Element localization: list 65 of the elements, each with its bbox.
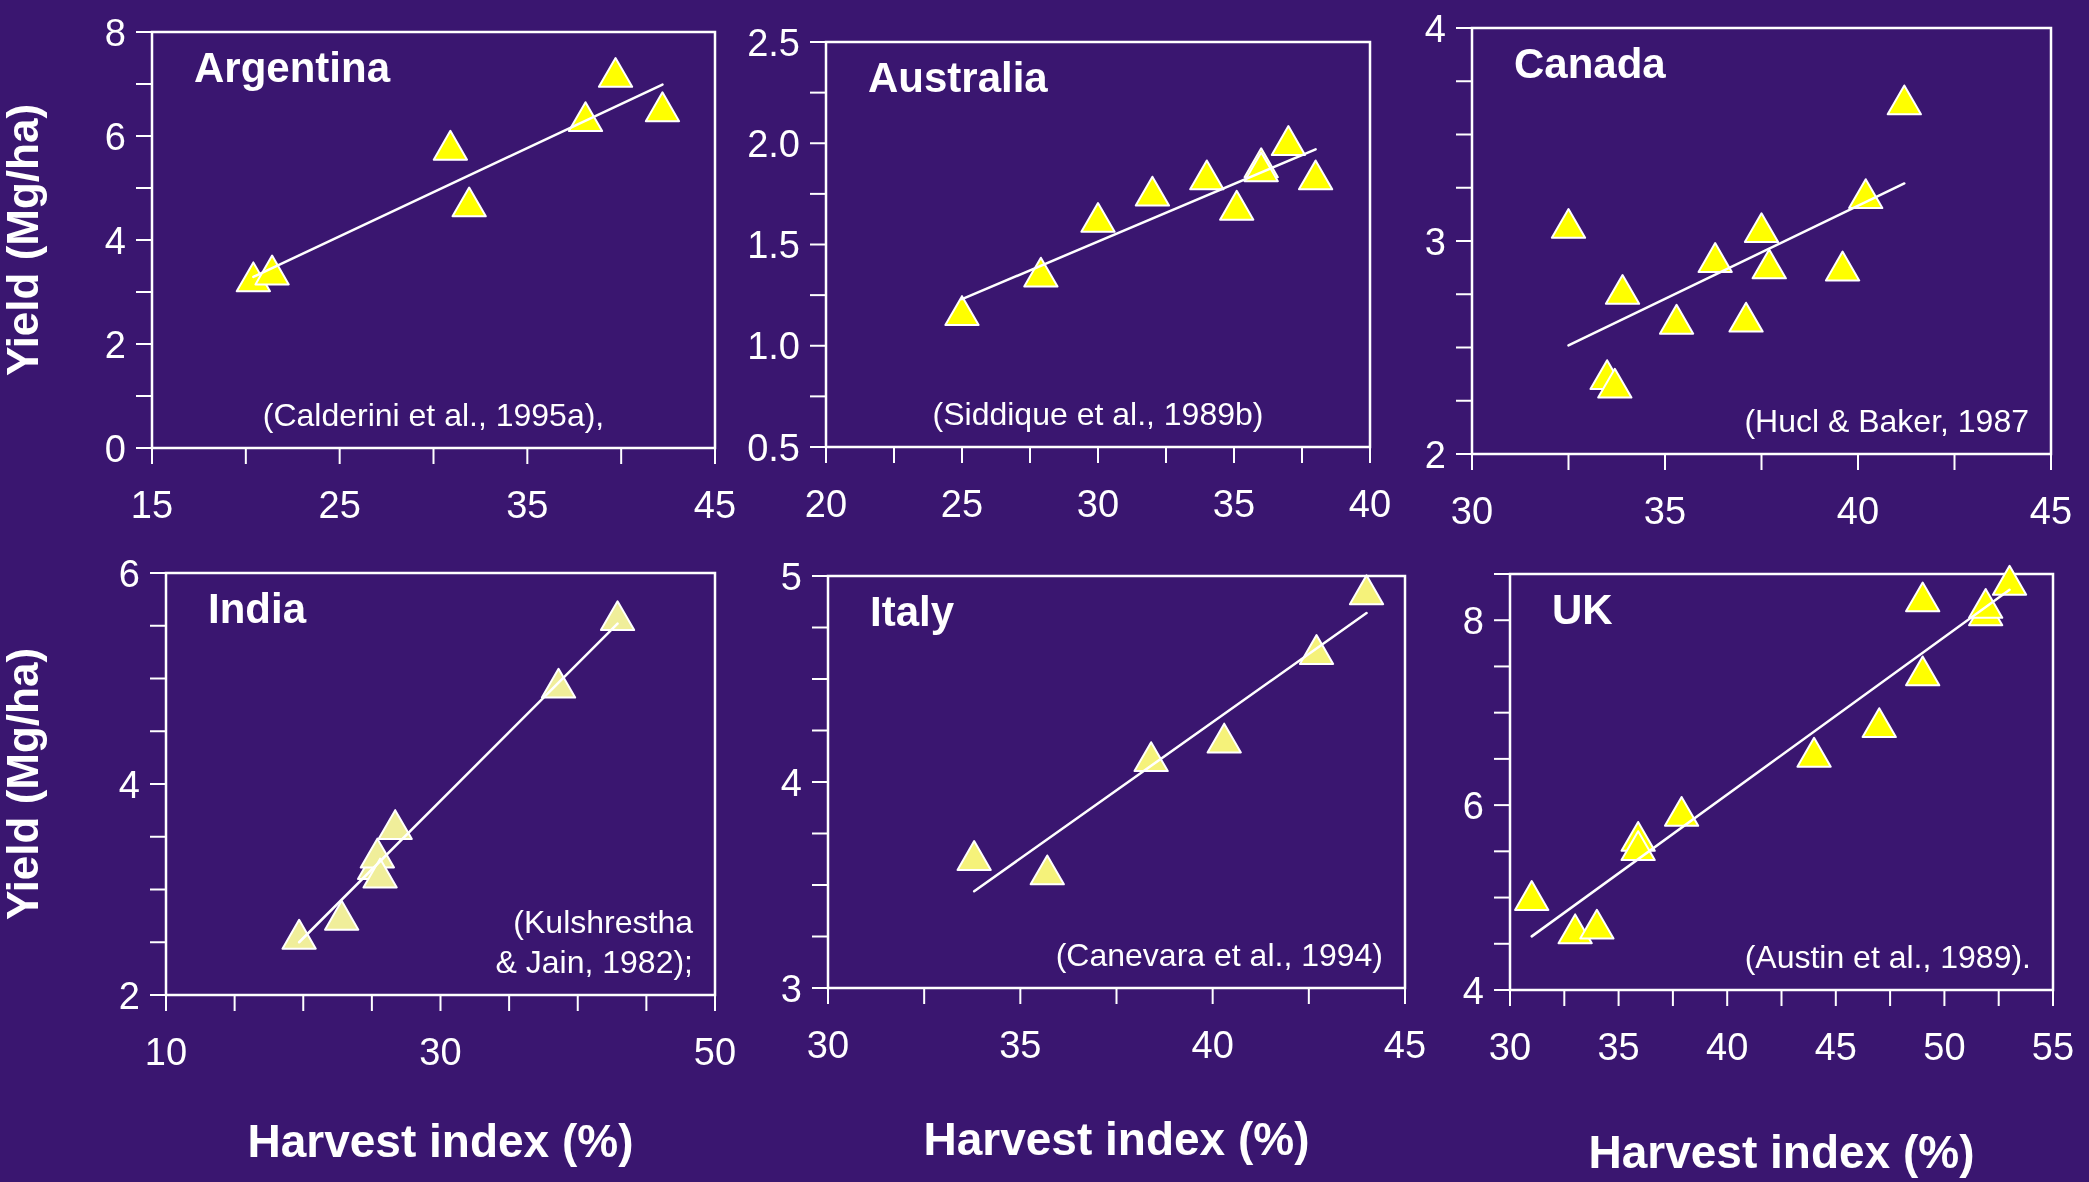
y-tick-label: 3: [1424, 220, 1446, 263]
y-tick-label: 0.5: [747, 426, 800, 469]
annotation: (Hucl & Baker, 1987: [1744, 403, 2029, 439]
x-tick-label: 50: [1923, 1026, 1966, 1068]
x-tick-label: 50: [693, 1031, 737, 1073]
y-tick-label: 2: [104, 323, 126, 366]
annotation: (Canevara et al., 1994): [1055, 937, 1383, 973]
y-tick-label: 4: [780, 761, 802, 804]
y-tick-label: 2.5: [747, 21, 800, 64]
y-tick-label: 8: [104, 11, 126, 54]
y-axis-title: Yield (Mg/ha): [0, 103, 47, 377]
y-tick-label: 2: [1424, 433, 1446, 476]
chart-title: Argentina: [194, 44, 391, 91]
chart-title: UK: [1552, 586, 1613, 633]
y-tick-label: 5: [780, 555, 802, 598]
y-tick-label: 4: [104, 219, 126, 262]
x-tick-label: 45: [1814, 1026, 1857, 1068]
y-tick-label: 1.0: [747, 325, 800, 368]
x-tick-label: 20: [804, 483, 848, 525]
y-tick-label: 6: [1462, 784, 1484, 827]
x-tick-label: 45: [1383, 1024, 1427, 1066]
x-tick-label: 25: [940, 483, 984, 525]
x-tick-label: 35: [1643, 490, 1687, 532]
x-tick-label: 30: [419, 1031, 462, 1073]
x-tick-label: 40: [1191, 1024, 1234, 1066]
annotation: (Kulshrestha & Jain, 1982);: [495, 904, 694, 980]
x-tick-label: 30: [1488, 1026, 1532, 1068]
x-tick-label: 30: [1450, 490, 1494, 532]
x-tick-label: 35: [1597, 1026, 1640, 1068]
annotation: (Calderini et al., 1995a),: [262, 397, 605, 433]
y-tick-label: 0: [104, 427, 126, 470]
x-tick-label: 10: [144, 1031, 188, 1073]
chart-title: India: [208, 585, 307, 632]
x-tick-label: 25: [318, 484, 361, 526]
x-axis-title: Harvest index (%): [923, 1113, 1310, 1165]
x-tick-label: 35: [1212, 483, 1256, 525]
y-tick-label: 6: [118, 552, 140, 595]
annotation: (Siddique et al., 1989b): [932, 396, 1264, 432]
chart-title: Australia: [868, 54, 1049, 101]
x-axis-title: Harvest index (%): [247, 1115, 634, 1167]
y-tick-label: 8: [1462, 599, 1484, 642]
y-tick-label: 3: [780, 967, 802, 1010]
x-axis-title: Harvest index (%): [1588, 1126, 1975, 1178]
y-tick-label: 4: [1462, 969, 1484, 1012]
y-axis-title: Yield (Mg/ha): [0, 647, 47, 921]
annotation: (Austin et al., 1989).: [1744, 939, 2031, 975]
x-tick-label: 45: [2029, 490, 2073, 532]
y-tick-label: 6: [104, 115, 126, 158]
x-tick-label: 30: [806, 1024, 850, 1066]
x-tick-label: 35: [506, 484, 549, 526]
x-tick-label: 30: [1076, 483, 1120, 525]
chart-title: Italy: [870, 588, 955, 635]
y-tick-label: 2.0: [747, 122, 800, 165]
x-tick-label: 45: [693, 484, 737, 526]
x-tick-label: 55: [2031, 1026, 2075, 1068]
y-tick-label: 4: [1424, 7, 1446, 50]
chart-title: Canada: [1514, 40, 1667, 87]
y-tick-label: 4: [118, 763, 140, 806]
x-tick-label: 40: [1836, 490, 1880, 532]
y-tick-label: 1.5: [747, 224, 800, 267]
x-tick-label: 40: [1706, 1026, 1749, 1068]
x-tick-label: 35: [999, 1024, 1042, 1066]
x-tick-label: 40: [1348, 483, 1392, 525]
x-tick-label: 15: [130, 484, 174, 526]
y-tick-label: 2: [118, 974, 140, 1017]
